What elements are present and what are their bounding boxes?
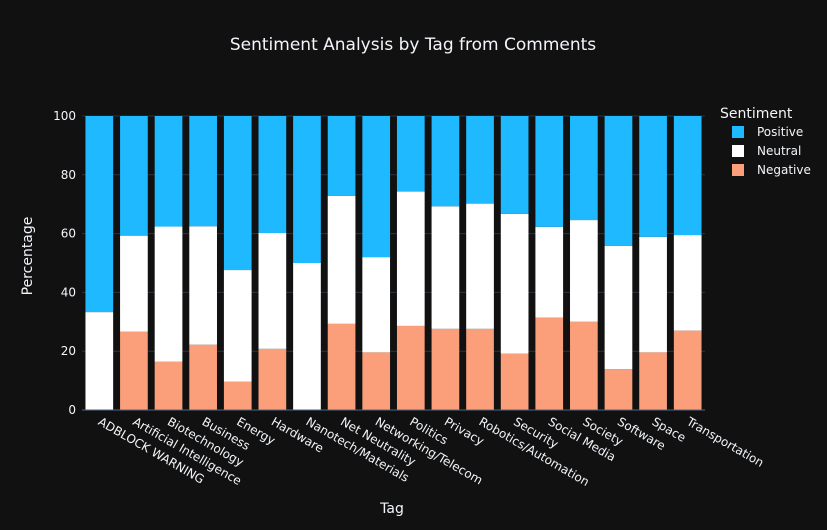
bar-negative: [570, 321, 598, 410]
y-tick-label: 0: [68, 403, 76, 417]
bar-neutral: [500, 213, 529, 354]
bar-neutral: [466, 203, 494, 329]
bar-negative: [154, 361, 183, 410]
bar-negative: [120, 331, 148, 410]
bar-negative: [431, 328, 460, 410]
bar-neutral: [258, 233, 287, 349]
bar-negative: [604, 369, 633, 410]
bar-neutral: [154, 226, 183, 362]
bar-positive: [639, 116, 667, 237]
bar-positive: [293, 116, 321, 263]
bar-negative: [362, 352, 391, 410]
legend-swatch-positive: [732, 126, 744, 138]
chart-title: Sentiment Analysis by Tag from Comments: [230, 35, 596, 55]
bar-neutral: [327, 195, 356, 324]
bar-neutral: [362, 257, 391, 353]
bar-neutral: [293, 263, 321, 410]
y-tick-label: 100: [53, 109, 76, 123]
bar-positive: [223, 116, 252, 271]
bar-positive: [362, 116, 391, 258]
bar-positive: [673, 116, 702, 236]
legend-swatch-neutral: [732, 145, 744, 157]
y-axis-title: Percentage: [20, 217, 36, 296]
bar-positive: [604, 116, 633, 246]
bar-neutral: [604, 245, 633, 370]
bar-negative: [258, 348, 287, 410]
bar-neutral: [189, 226, 217, 345]
bar-negative: [639, 352, 667, 410]
bar-neutral: [223, 270, 252, 382]
legend-swatch-negative: [732, 164, 744, 176]
legend-label-neutral: Neutral: [757, 144, 801, 158]
legend: Sentiment Positive Neutral Negative: [720, 106, 811, 177]
bar-negative: [673, 330, 702, 410]
bar-positive: [120, 116, 148, 236]
bar-neutral: [639, 236, 667, 353]
legend-label-negative: Negative: [757, 163, 811, 177]
bar-positive: [189, 116, 217, 227]
bar-positive: [500, 116, 529, 214]
bar-neutral: [570, 220, 598, 322]
y-tick-label: 40: [61, 285, 76, 299]
bar-positive: [258, 116, 287, 234]
x-axis-title: Tag: [379, 501, 404, 517]
bar-negative: [327, 323, 356, 410]
bar-positive: [570, 116, 598, 221]
bar-positive: [85, 116, 114, 313]
bar-positive: [466, 116, 494, 204]
bar-neutral: [85, 312, 114, 410]
bar-neutral: [673, 235, 702, 331]
legend-label-positive: Positive: [757, 125, 803, 139]
bar-positive: [396, 116, 425, 192]
bar-negative: [535, 317, 564, 410]
bar-positive: [154, 116, 183, 227]
y-tick-label: 80: [61, 168, 76, 182]
bar-negative: [466, 328, 494, 410]
bar-positive: [535, 116, 564, 227]
bar-negative: [223, 381, 252, 410]
bar-negative: [396, 325, 425, 410]
bar-negative: [500, 353, 529, 410]
y-tick-label: 60: [61, 227, 76, 241]
y-tick-label: 20: [61, 344, 76, 358]
bars: [85, 116, 702, 410]
bar-positive: [431, 116, 460, 207]
bar-neutral: [120, 235, 148, 332]
bar-negative: [189, 344, 217, 410]
bar-neutral: [431, 206, 460, 329]
bar-neutral: [535, 226, 564, 318]
legend-title: Sentiment: [720, 106, 793, 122]
bar-positive: [327, 116, 356, 196]
bar-neutral: [396, 191, 425, 326]
